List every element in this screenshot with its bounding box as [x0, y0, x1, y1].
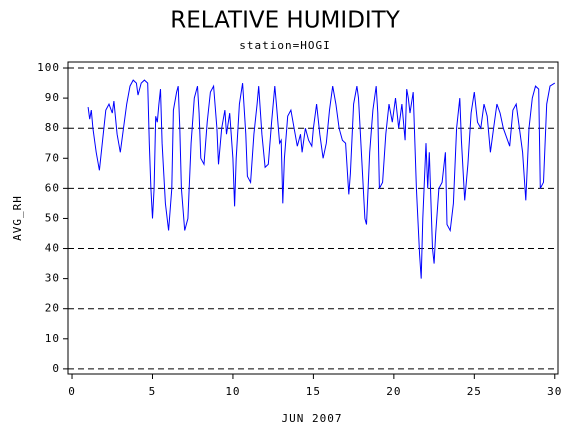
x-tick-label: 20: [386, 385, 401, 398]
chart-title: RELATIVE HUMIDITY: [170, 8, 401, 34]
y-tick-label: 90: [45, 91, 60, 104]
y-tick-label: 0: [52, 362, 60, 375]
chart-subtitle: station=HOGI: [239, 39, 330, 52]
y-tick-label: 100: [37, 61, 60, 74]
y-tick-label: 70: [45, 151, 60, 164]
x-tick-label: 0: [68, 385, 76, 398]
x-tick-label: 15: [306, 385, 321, 398]
data-line: [87, 79, 556, 279]
y-tick-label: 60: [45, 181, 60, 194]
y-tick-label: 30: [45, 272, 60, 285]
y-tick-label: 50: [45, 211, 60, 224]
y-tick-label: 40: [45, 242, 60, 255]
plot-frame: [67, 61, 559, 375]
y-tick-label: 20: [45, 302, 60, 315]
x-tick-label: 10: [225, 385, 240, 398]
x-axis-label: JUN 2007: [282, 412, 343, 425]
x-tick-label: 25: [467, 385, 482, 398]
y-tick-label: 80: [45, 121, 60, 134]
y-axis-label: AVG_RH: [11, 195, 24, 241]
y-tick-label: 10: [45, 332, 60, 345]
x-tick-label: 30: [547, 385, 562, 398]
x-tick-label: 5: [149, 385, 157, 398]
